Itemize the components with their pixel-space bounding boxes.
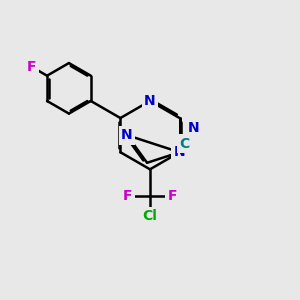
Text: N: N [188, 121, 200, 135]
Text: C: C [179, 137, 190, 151]
Text: N: N [144, 94, 156, 108]
Text: F: F [167, 189, 177, 203]
Text: N: N [121, 128, 133, 142]
Text: N: N [174, 145, 185, 159]
Text: F: F [123, 189, 133, 203]
Text: F: F [27, 60, 36, 74]
Text: Cl: Cl [142, 209, 158, 223]
